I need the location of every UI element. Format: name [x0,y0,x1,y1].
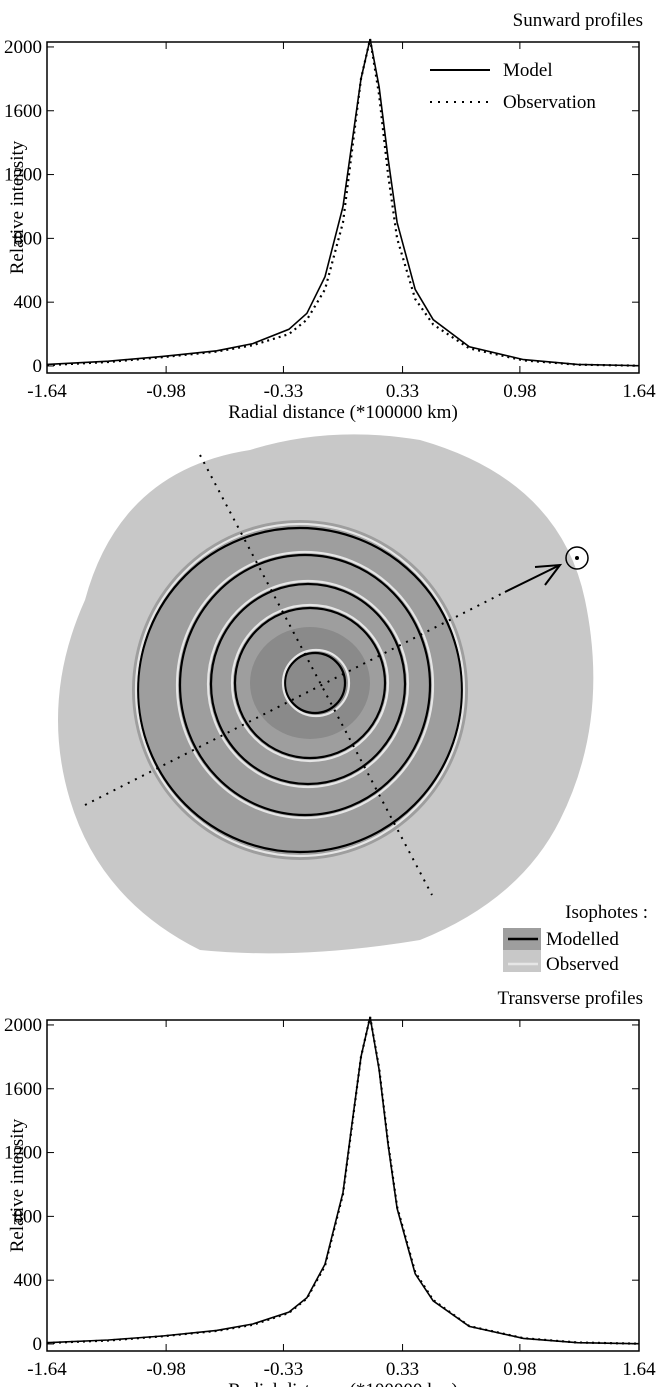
y-axis-label: Relative intensity [7,1118,28,1252]
plot-frame [47,1020,639,1351]
legend-label: Observation [503,92,596,113]
legend-label: Model [503,60,553,81]
x-axis-label: Radial distance (*100000 km) [228,402,458,423]
coma-core [250,627,370,739]
series-line [47,1017,639,1344]
x-tick-label: -1.64 [27,381,67,402]
x-tick-label: -0.98 [146,381,186,402]
x-tick-label: 0.98 [503,1359,536,1380]
legend-label: Modelled [546,929,619,950]
x-tick-label: 0.33 [386,381,419,402]
y-tick-label: 1600 [4,1079,42,1100]
x-tick-label: -0.98 [146,1359,186,1380]
y-tick-label: 2000 [4,1015,42,1036]
x-tick-label: 0.33 [386,1359,419,1380]
y-tick-label: 400 [14,292,43,313]
x-tick-label: 0.98 [503,381,536,402]
y-tick-label: 1600 [4,101,42,122]
y-tick-label: 2000 [4,37,42,58]
figure: Sunward profiles0400800120016002000-1.64… [0,0,671,1387]
chart-title: Sunward profiles [513,10,643,31]
x-tick-label: 1.64 [622,381,656,402]
x-tick-label: -1.64 [27,1359,67,1380]
series-line [47,39,639,366]
x-tick-label: 1.64 [622,1359,656,1380]
y-tick-label: 0 [33,356,43,377]
isophote-map [58,434,593,953]
legend-title: Isophotes : [565,902,648,923]
sun-dot [575,556,579,560]
chart-title: Transverse profiles [498,988,643,1009]
y-axis-label: Relative intensity [7,140,28,274]
x-axis-label: Radial distance (*100000 km) [228,1380,458,1387]
y-tick-label: 400 [14,1270,43,1291]
x-tick-label: -0.33 [264,1359,304,1380]
x-tick-label: -0.33 [264,381,304,402]
series-line [47,1017,639,1344]
legend-label: Observed [546,954,619,975]
y-tick-label: 0 [33,1334,43,1355]
